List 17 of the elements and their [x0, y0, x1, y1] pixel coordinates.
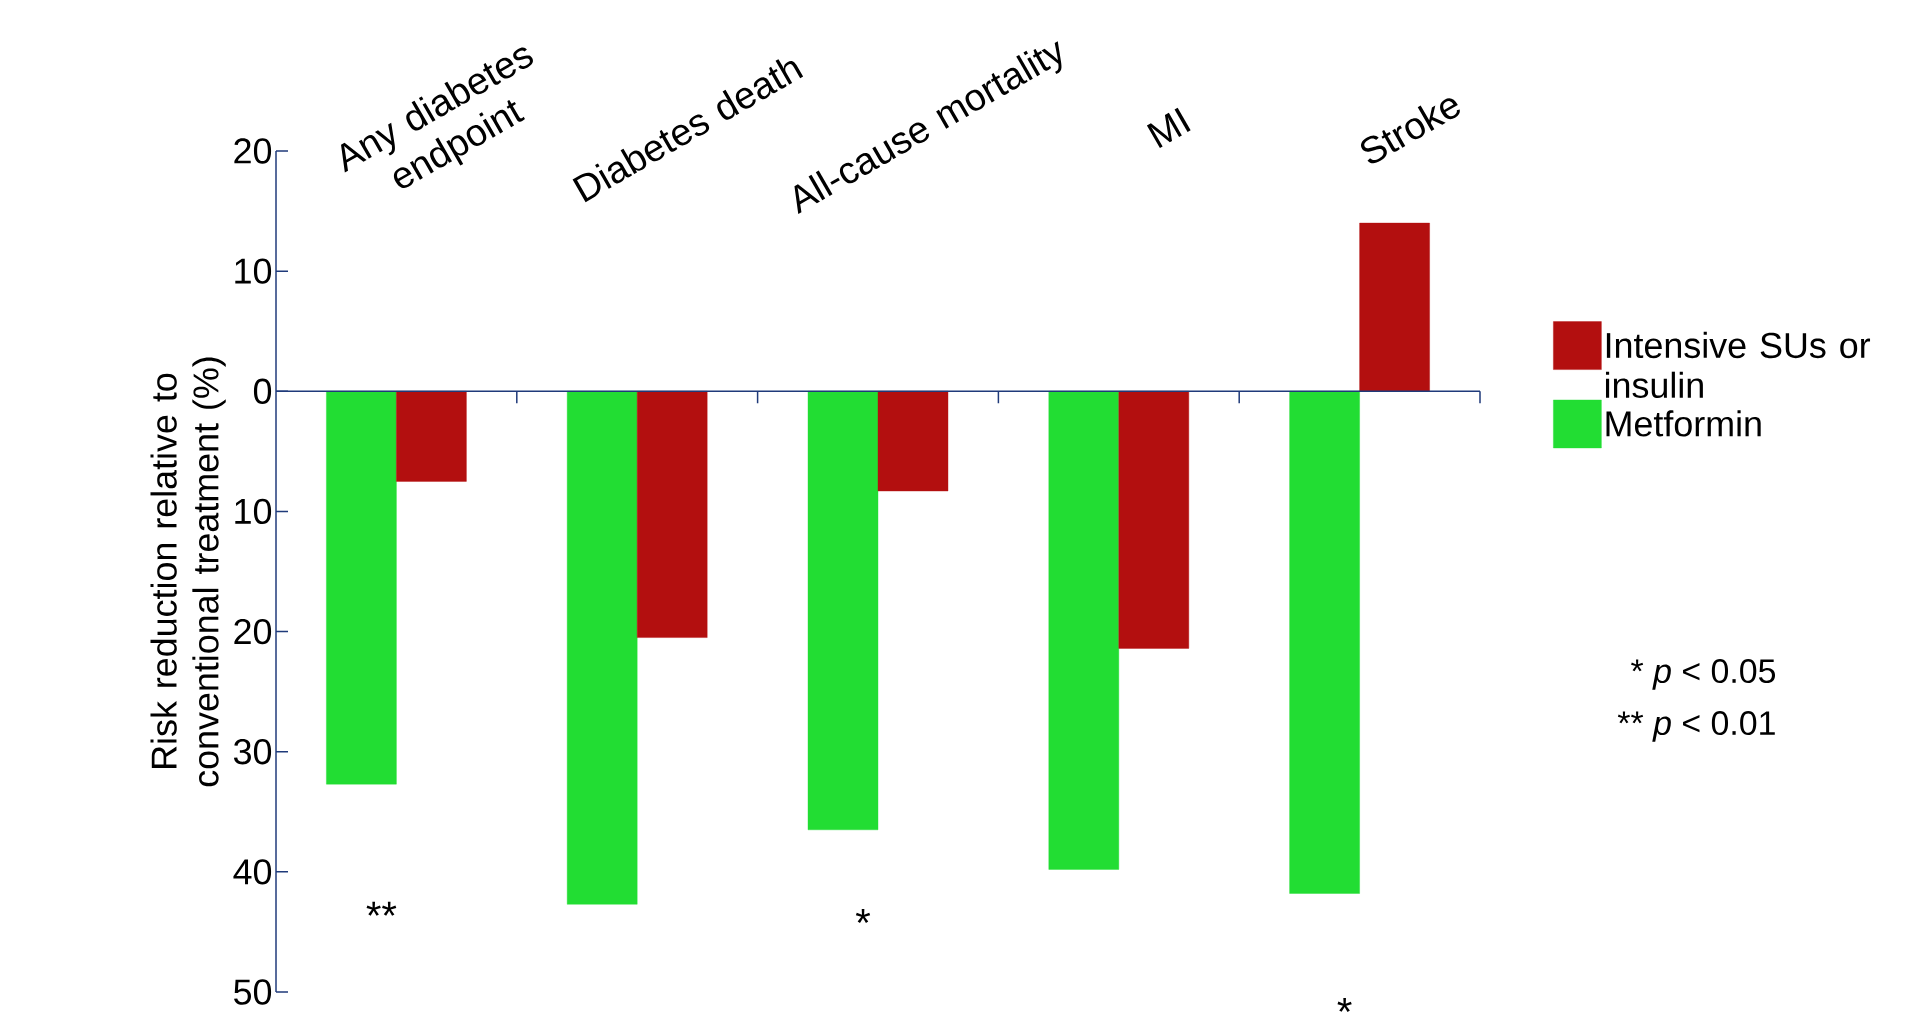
y-tick-label: 0: [253, 378, 272, 404]
text: *p < 0.05: [1631, 659, 1776, 690]
y-tick-label: 20: [234, 138, 272, 164]
y-tick-label: 40: [233, 859, 272, 885]
annotation: *: [855, 909, 871, 924]
text: *: [1337, 997, 1352, 1012]
y-tick-label: 20: [234, 618, 272, 645]
legend-label: Intensive SUs or insulin: [1605, 331, 1871, 399]
annotation: **: [366, 901, 397, 916]
y-tick-label: 10: [235, 498, 272, 525]
x-tick-label: MI: [1146, 107, 1191, 149]
y-tick-label: 50: [234, 979, 272, 1005]
legend-label: Metformin: [1606, 410, 1761, 437]
y-tick-label: 30: [233, 739, 272, 765]
y-axis-title: Risk reduction relative to conventional treatment (%): [150, 357, 226, 787]
text: ** p < 0.01: [1617, 711, 1775, 742]
y-tick-label: 10: [235, 258, 272, 284]
